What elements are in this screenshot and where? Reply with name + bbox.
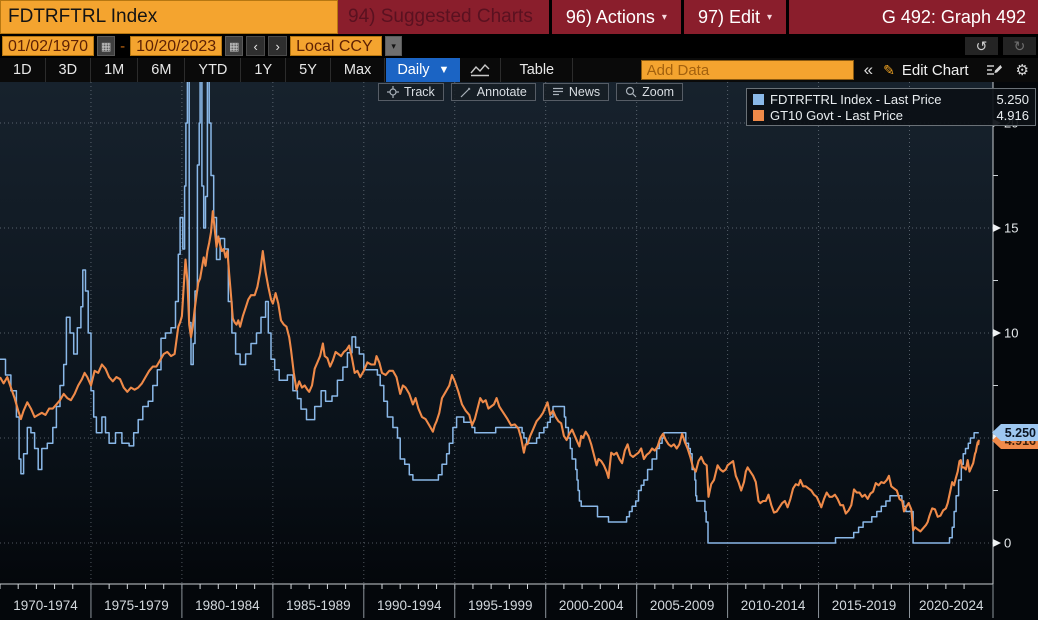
chevron-down-icon: ▼ <box>438 64 450 76</box>
chart-controls-bar: 1D 3D 1M 6M YTD 1Y 5Y Max Daily ▼ Table … <box>0 58 1038 82</box>
edit-note-button[interactable] <box>979 63 1009 77</box>
y-tick-label: 0 <box>1004 536 1011 551</box>
period-ytd-button[interactable]: YTD <box>185 58 242 82</box>
previous-period-button[interactable]: ‹ <box>246 36 266 56</box>
edit-chart-button[interactable]: ✎ Edit Chart <box>883 62 978 79</box>
line-chart-icon <box>470 63 490 77</box>
magnifier-icon <box>626 86 637 98</box>
y-tick-marker <box>993 539 1001 547</box>
y-tick-marker <box>993 224 1001 232</box>
x-band-label: 1985-1989 <box>286 598 351 613</box>
zoom-label: Zoom <box>642 85 675 99</box>
suggested-charts-menu[interactable]: 94) Suggested Charts <box>348 6 533 27</box>
news-label: News <box>568 85 601 99</box>
price-chart-plot[interactable]: 051015201970-19741975-19791980-19841985-… <box>0 82 1038 620</box>
title-menu-bar: FDTRFTRL Index 94) Suggested Charts 96) … <box>0 0 1038 34</box>
zoom-button[interactable]: Zoom <box>616 83 684 101</box>
end-date-field[interactable]: 10/20/2023 <box>130 36 223 56</box>
x-band-label: 2020-2024 <box>919 598 984 613</box>
legend-label: GT10 Govt - Last Price <box>770 107 903 123</box>
menu-divider <box>786 0 790 34</box>
y-tick-label: 15 <box>1004 221 1018 236</box>
start-date-field[interactable]: 01/02/1970 <box>2 36 95 56</box>
y-tick-marker <box>993 329 1001 337</box>
frequency-label: Daily <box>397 62 430 78</box>
news-button[interactable]: News <box>542 83 610 101</box>
x-band-label: 1975-1979 <box>104 598 169 613</box>
chart-type-button[interactable] <box>469 63 491 77</box>
date-range-separator: - <box>120 37 126 55</box>
actions-label: 96) Actions <box>565 6 655 27</box>
menu-divider <box>680 0 684 34</box>
edit-chart-label: Edit Chart <box>901 61 969 79</box>
annotate-pencil-icon <box>460 87 471 98</box>
table-button[interactable]: Table <box>500 58 574 82</box>
period-max-button[interactable]: Max <box>331 58 386 82</box>
period-1d-button[interactable]: 1D <box>0 58 46 82</box>
legend-label: FDTRFTRL Index - Last Price <box>770 91 942 107</box>
legend-item[interactable]: FDTRFTRL Index - Last Price 5.250 <box>753 91 1029 107</box>
date-range-bar: 01/02/1970 ▦ - 10/20/2023 ▦ ‹ › Local CC… <box>0 34 1038 58</box>
period-5y-button[interactable]: 5Y <box>286 58 331 82</box>
edit-label: 97) Edit <box>697 6 760 27</box>
x-band-label: 2010-2014 <box>741 598 806 613</box>
currency-dropdown-caret-icon[interactable]: ▾ <box>385 36 403 56</box>
legend-item[interactable]: GT10 Govt - Last Price 4.916 <box>753 107 1029 123</box>
gt10-swatch <box>753 109 764 121</box>
y-tick-label: 10 <box>1004 326 1018 341</box>
next-period-button[interactable]: › <box>268 36 288 56</box>
add-data-input[interactable] <box>640 60 854 80</box>
graph-title: G 492: Graph 492 <box>881 6 1026 27</box>
chart-legend: FDTRFTRL Index - Last Price 5.250 GT10 G… <box>746 88 1036 126</box>
currency-select[interactable]: Local CCY <box>290 36 383 56</box>
x-band-label: 1995-1999 <box>468 598 533 613</box>
gear-icon[interactable]: ⚙ <box>1015 62 1029 79</box>
redo-button[interactable]: ↻ <box>1003 37 1036 55</box>
menu-divider <box>548 0 552 34</box>
track-button[interactable]: Track <box>378 83 444 101</box>
news-lines-icon <box>552 87 563 96</box>
pencil-icon: ✎ <box>883 61 895 78</box>
calendar-icon[interactable]: ▦ <box>225 36 244 56</box>
chevron-down-icon: ▾ <box>766 11 773 23</box>
x-band-label: 1990-1994 <box>377 598 442 613</box>
x-band-label: 2005-2009 <box>650 598 715 613</box>
collapse-panel-icon[interactable]: « <box>863 60 874 79</box>
calendar-icon[interactable]: ▦ <box>97 36 116 56</box>
chart-area[interactable]: 051015201970-19741975-19791980-19841985-… <box>0 82 1038 620</box>
fdtrftrl-swatch <box>753 93 764 105</box>
actions-menu[interactable]: 96) Actions ▾ <box>552 0 681 34</box>
menu-bar: 94) Suggested Charts 96) Actions ▾ 97) E… <box>338 0 1038 34</box>
x-band-label: 2015-2019 <box>832 598 897 613</box>
period-6m-button[interactable]: 6M <box>138 58 186 82</box>
period-1y-button[interactable]: 1Y <box>241 58 287 82</box>
track-label: Track <box>404 85 435 99</box>
ticker-field[interactable]: FDTRFTRL Index <box>0 0 338 34</box>
edit-menu[interactable]: 97) Edit ▾ <box>684 0 786 34</box>
frequency-select[interactable]: Daily ▼ <box>386 58 461 82</box>
period-3d-button[interactable]: 3D <box>46 58 92 82</box>
annotate-button[interactable]: Annotate <box>450 83 536 101</box>
x-band-label: 1980-1984 <box>195 598 260 613</box>
gt10-series-line <box>0 210 980 533</box>
chevron-down-icon: ▾ <box>661 11 667 23</box>
legend-value: 4.916 <box>996 107 1029 123</box>
chart-tools: Track Annotate News Zoom <box>378 83 684 101</box>
annotate-label: Annotate <box>476 85 527 99</box>
undo-button[interactable]: ↺ <box>965 37 998 55</box>
x-band-label: 2000-2004 <box>559 598 624 613</box>
x-band-label: 1970-1974 <box>13 598 78 613</box>
period-1m-button[interactable]: 1M <box>91 58 139 82</box>
fdtrftrl-last-price-badge: 5.250 <box>992 424 1038 441</box>
crosshair-icon <box>387 86 399 98</box>
edit-note-icon <box>986 65 1002 75</box>
legend-value: 5.250 <box>996 91 1029 107</box>
